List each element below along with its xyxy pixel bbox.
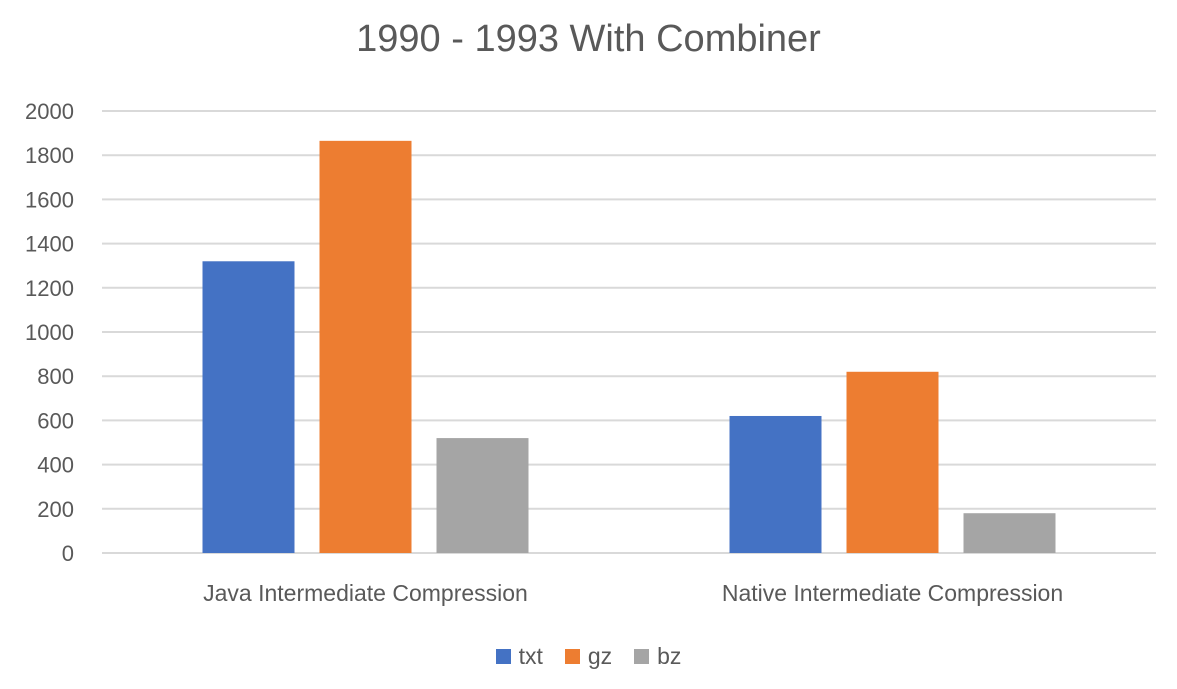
- y-tick-label: 800: [37, 364, 74, 389]
- legend-swatch: [495, 649, 511, 664]
- legend-item-bz: bz: [634, 643, 681, 670]
- y-tick-label: 600: [37, 408, 74, 433]
- y-tick-label: 1400: [25, 232, 74, 257]
- y-tick-label: 200: [37, 497, 74, 522]
- category-label: Native Intermediate Compression: [722, 580, 1063, 606]
- bar-bz-native: [963, 513, 1056, 553]
- y-tick-label: 1800: [25, 143, 74, 168]
- bar-bz-java: [436, 438, 529, 553]
- legend-label: bz: [657, 643, 682, 669]
- legend-swatch: [634, 649, 650, 664]
- legend: txt gz bz: [0, 643, 1177, 670]
- category-labels: Java Intermediate Compression Native Inte…: [203, 580, 1063, 606]
- y-tick-label: 1600: [25, 187, 74, 212]
- y-tick-label: 2000: [25, 99, 74, 124]
- y-tick-label: 1000: [25, 320, 74, 345]
- bar-txt-native: [729, 415, 822, 553]
- legend-label: txt: [518, 643, 543, 669]
- bar-gz-native: [846, 371, 939, 553]
- y-tick-label: 1200: [25, 276, 74, 301]
- bar-gz-java: [319, 140, 412, 553]
- category-label: Java Intermediate Compression: [203, 580, 528, 606]
- y-tick-label: 0: [62, 541, 74, 566]
- bar-txt-java: [202, 261, 295, 553]
- legend-item-gz: gz: [564, 643, 613, 670]
- legend-label: gz: [587, 643, 613, 669]
- bars: [202, 140, 1056, 553]
- legend-swatch: [564, 649, 580, 664]
- y-tick-label: 400: [37, 453, 74, 478]
- chart-title: 1990 - 1993 With Combiner: [356, 18, 821, 60]
- legend-item-txt: txt: [495, 643, 543, 670]
- y-axis-ticks: 0 200 400 600 800 1000 1200 1400 1600 1800 2000: [25, 99, 74, 566]
